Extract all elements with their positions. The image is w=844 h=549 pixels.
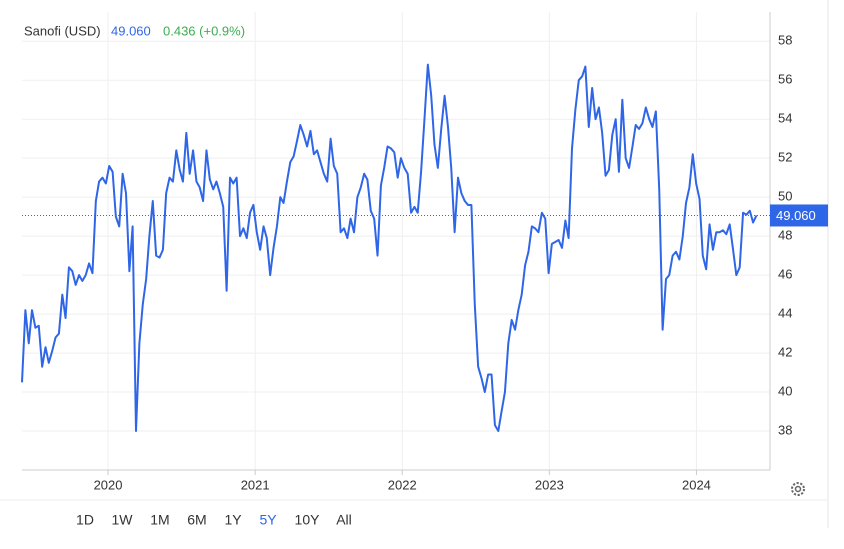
range-button[interactable]: 1Y <box>224 512 242 528</box>
price-line <box>21 63 758 433</box>
y-tick-label: 56 <box>778 72 792 87</box>
x-tick-label: 2022 <box>388 477 417 492</box>
grid <box>22 12 770 470</box>
range-button-label: 1W <box>112 512 134 528</box>
y-tick-label: 44 <box>778 306 792 321</box>
range-button-label: 1Y <box>224 512 242 528</box>
settings-icon-center <box>794 485 802 493</box>
range-button-label: All <box>336 512 352 528</box>
range-button[interactable]: 1M <box>150 512 169 528</box>
range-button-label: 6M <box>187 512 206 528</box>
y-tick-label: 46 <box>778 267 792 282</box>
range-button[interactable]: 5Y <box>259 512 277 528</box>
y-tick-label: 50 <box>778 189 792 204</box>
last-price-tag <box>770 204 828 227</box>
range-button-label: 10Y <box>295 512 321 528</box>
range-button[interactable]: 1W <box>112 512 134 528</box>
y-tick-label: 52 <box>778 150 792 165</box>
x-tick-label: 2024 <box>682 477 711 492</box>
y-tick-label: 42 <box>778 345 792 360</box>
price-change: 0.436 (+0.9%) <box>163 23 245 38</box>
settings-button[interactable] <box>791 482 805 496</box>
x-tick-label: 2020 <box>94 477 123 492</box>
y-tick-label: 40 <box>778 383 792 398</box>
panel <box>0 0 828 544</box>
range-button[interactable]: All <box>336 512 352 528</box>
range-button[interactable]: 1D <box>76 512 94 528</box>
chart-title: Sanofi (USD) <box>24 23 101 38</box>
range-button-label: 1M <box>150 512 169 528</box>
y-tick-label: 38 <box>778 422 792 437</box>
price: 49.060 <box>111 23 151 38</box>
y-tick-label: 58 <box>778 33 792 48</box>
x-tick-label: 2021 <box>241 477 270 492</box>
last-price-label: 49.060 <box>776 208 816 223</box>
y-tick-label: 48 <box>778 228 792 243</box>
range-button-label: 5Y <box>259 512 277 528</box>
settings-icon <box>791 482 805 496</box>
range-button[interactable]: 10Y <box>295 512 321 528</box>
y-tick-label: 54 <box>778 111 792 126</box>
x-tick-label: 2023 <box>535 477 564 492</box>
range-button-label: 1D <box>76 512 94 528</box>
range-button[interactable]: 6M <box>187 512 206 528</box>
